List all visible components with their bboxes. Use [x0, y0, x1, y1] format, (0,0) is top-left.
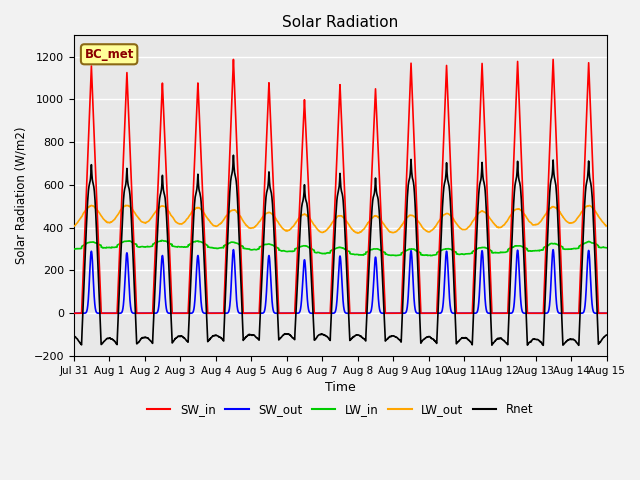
LW_out [355, 230, 362, 236]
Rnet [70, 333, 77, 339]
SW_out [460, 311, 467, 316]
Rnet [322, 333, 330, 339]
Rnet [474, 198, 482, 204]
LW_in [603, 245, 611, 251]
SW_in [580, 173, 588, 179]
SW_out [574, 311, 582, 316]
Line: SW_out: SW_out [74, 250, 607, 313]
SW_in [603, 311, 611, 316]
LW_in [474, 245, 482, 251]
LW_out [474, 211, 482, 216]
SW_out [70, 311, 77, 316]
SW_in [322, 311, 330, 316]
LW_in [251, 247, 259, 252]
SW_in [251, 311, 259, 316]
Rnet [460, 335, 467, 341]
Rnet [603, 332, 611, 338]
Rnet [230, 152, 237, 158]
Text: BC_met: BC_met [84, 48, 134, 61]
LW_out [251, 224, 259, 230]
SW_in [460, 311, 467, 316]
Rnet [251, 333, 259, 339]
LW_out [460, 227, 467, 232]
SW_in [549, 57, 557, 62]
SW_in [474, 158, 482, 164]
LW_out [586, 203, 593, 208]
Line: SW_in: SW_in [74, 60, 607, 313]
SW_out [322, 311, 330, 316]
LW_out [70, 223, 77, 229]
Rnet [574, 341, 582, 347]
SW_out [580, 308, 588, 313]
LW_in [322, 251, 330, 256]
X-axis label: Time: Time [324, 381, 356, 394]
LW_in [70, 246, 77, 252]
SW_out [474, 305, 482, 311]
LW_out [574, 215, 582, 221]
LW_in [574, 245, 582, 251]
SW_out [603, 311, 611, 316]
Line: LW_out: LW_out [74, 205, 607, 233]
SW_in [70, 311, 77, 316]
Y-axis label: Solar Radiation (W/m2): Solar Radiation (W/m2) [15, 127, 28, 264]
LW_in [580, 240, 588, 246]
SW_in [574, 311, 582, 316]
Legend: SW_in, SW_out, LW_in, LW_out, Rnet: SW_in, SW_out, LW_in, LW_out, Rnet [142, 398, 538, 420]
Rnet [540, 343, 547, 348]
LW_out [580, 206, 588, 212]
SW_out [549, 247, 557, 252]
LW_out [603, 223, 611, 229]
Line: LW_in: LW_in [74, 240, 607, 256]
Title: Solar Radiation: Solar Radiation [282, 15, 398, 30]
LW_in [159, 238, 166, 243]
Rnet [580, 209, 588, 215]
LW_in [428, 253, 435, 259]
LW_out [322, 228, 330, 234]
Line: Rnet: Rnet [74, 155, 607, 346]
LW_in [460, 252, 467, 257]
SW_out [251, 311, 259, 316]
